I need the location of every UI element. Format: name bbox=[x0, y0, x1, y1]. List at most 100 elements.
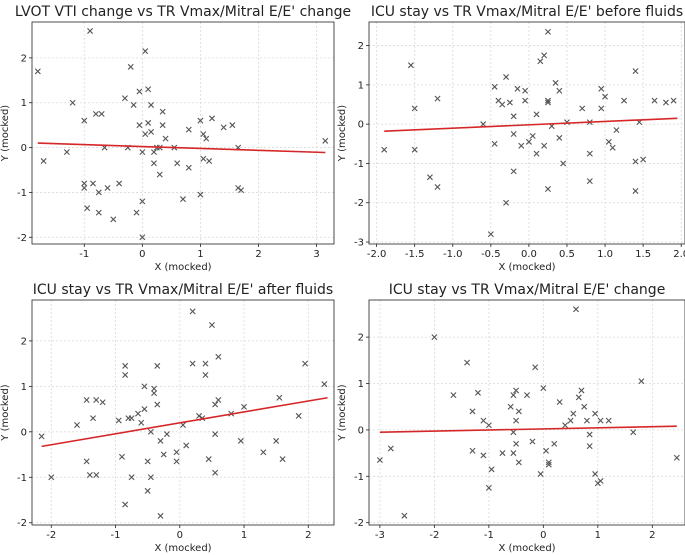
data-point-stroke bbox=[673, 454, 680, 461]
data-point bbox=[510, 429, 517, 436]
data-point bbox=[185, 126, 192, 133]
data-point bbox=[89, 180, 96, 187]
data-point-stroke bbox=[81, 117, 88, 124]
data-point-stroke bbox=[203, 135, 210, 142]
data-point-stroke bbox=[670, 97, 677, 104]
data-point bbox=[573, 306, 580, 313]
data-point-stroke bbox=[154, 362, 161, 369]
data-point bbox=[135, 410, 142, 417]
data-point-stroke bbox=[586, 431, 593, 438]
data-point bbox=[552, 79, 559, 86]
data-point-stroke bbox=[630, 429, 637, 436]
data-point-stroke bbox=[469, 447, 476, 454]
data-point-stroke bbox=[157, 437, 164, 444]
x-tick-label: 1 bbox=[595, 530, 601, 541]
data-point-stroke bbox=[499, 101, 506, 108]
data-point bbox=[150, 160, 157, 167]
data-point bbox=[81, 180, 88, 187]
data-point-stroke bbox=[578, 387, 585, 394]
chart-title: ICU stay vs TR Vmax/Mitral E/E' after fl… bbox=[33, 282, 333, 298]
data-point-stroke bbox=[145, 86, 152, 93]
data-point-stroke bbox=[295, 412, 302, 419]
data-point bbox=[533, 111, 540, 118]
data-point bbox=[525, 138, 532, 145]
data-point bbox=[63, 149, 70, 156]
data-point bbox=[128, 474, 135, 481]
data-point bbox=[81, 184, 88, 191]
y-tick-label: 0 bbox=[358, 120, 364, 131]
data-point-stroke bbox=[139, 234, 146, 241]
data-point bbox=[157, 437, 164, 444]
data-point bbox=[597, 477, 604, 484]
plot-frame bbox=[31, 21, 335, 245]
data-point bbox=[200, 131, 207, 138]
y-tick-label: 2 bbox=[21, 336, 27, 347]
data-point-stroke bbox=[110, 216, 117, 223]
data-point-stroke bbox=[469, 408, 476, 415]
x-tick-label: 2 bbox=[305, 530, 311, 541]
data-point-stroke bbox=[215, 397, 222, 403]
data-point bbox=[506, 99, 513, 106]
data-point-stroke bbox=[63, 149, 70, 156]
data-point bbox=[613, 127, 620, 134]
data-point bbox=[434, 184, 441, 191]
y-tick-label: 0 bbox=[21, 143, 27, 154]
data-point bbox=[537, 58, 544, 65]
data-point-stroke bbox=[407, 62, 414, 69]
data-point bbox=[276, 394, 283, 401]
data-point-stroke bbox=[529, 132, 536, 139]
data-point bbox=[411, 105, 418, 112]
data-point-stroke bbox=[73, 422, 80, 428]
data-point bbox=[533, 150, 540, 157]
x-axis-label: X (mocked) bbox=[498, 543, 555, 554]
y-tick-label: 1 bbox=[21, 98, 27, 109]
data-point-stroke bbox=[488, 466, 495, 473]
data-point-stroke bbox=[510, 130, 517, 137]
data-point bbox=[147, 474, 154, 481]
y-tick-label: -1 bbox=[17, 473, 27, 484]
data-point bbox=[141, 406, 148, 413]
data-point-stroke bbox=[95, 189, 102, 196]
data-point-stroke bbox=[544, 28, 551, 35]
data-point bbox=[598, 105, 605, 112]
data-point bbox=[570, 410, 577, 417]
data-point bbox=[556, 87, 563, 94]
data-point-stroke bbox=[202, 372, 209, 378]
y-tick-label: -3 bbox=[354, 238, 364, 249]
data-point bbox=[464, 359, 471, 366]
data-point bbox=[670, 97, 677, 104]
data-point bbox=[148, 128, 155, 135]
data-point bbox=[586, 150, 593, 157]
data-point bbox=[640, 156, 647, 163]
data-point-stroke bbox=[579, 105, 586, 112]
data-point-stroke bbox=[480, 417, 487, 424]
data-point bbox=[556, 134, 563, 141]
data-point-stroke bbox=[480, 121, 487, 128]
data-point-stroke bbox=[543, 447, 550, 454]
data-point bbox=[220, 124, 227, 131]
y-axis-label: Y (mocked) bbox=[337, 105, 348, 162]
data-point-stroke bbox=[150, 160, 157, 167]
data-point-stroke bbox=[556, 87, 563, 94]
data-point bbox=[206, 158, 213, 165]
data-point bbox=[238, 187, 245, 194]
data-point bbox=[174, 160, 181, 167]
data-point-stroke bbox=[515, 408, 522, 415]
data-point bbox=[544, 186, 551, 192]
data-point bbox=[203, 135, 210, 142]
data-point bbox=[34, 68, 41, 75]
chart-panel-4: -3 -2 -1 0 1 2 -2 -1 0 1 2 ICU stay vs TR Vmax/Mitr… bbox=[337, 282, 685, 554]
data-point-stroke bbox=[145, 119, 152, 126]
x-tick-label: -1.5 bbox=[405, 249, 425, 260]
x-tick-label: 2 bbox=[255, 249, 261, 260]
data-point-stroke bbox=[135, 410, 142, 417]
data-point bbox=[139, 149, 146, 156]
data-point-stroke bbox=[95, 209, 102, 216]
data-point-stroke bbox=[208, 322, 215, 328]
data-point bbox=[151, 385, 158, 392]
data-point bbox=[532, 364, 539, 371]
data-point bbox=[38, 433, 45, 440]
data-point-stroke bbox=[434, 184, 441, 191]
x-tick-label: -0.5 bbox=[481, 249, 501, 260]
data-point-stroke bbox=[381, 146, 388, 153]
